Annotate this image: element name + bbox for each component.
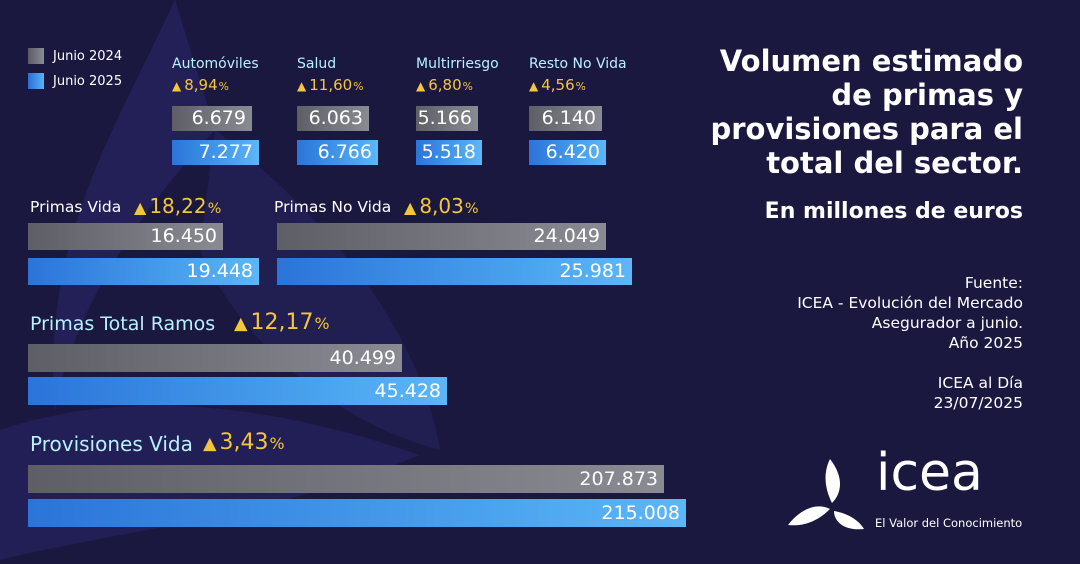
legend-label-2025: Junio 2025 [53, 73, 123, 89]
bar-primas-vida-2024: 16.450 [28, 223, 223, 250]
icea-logo-icon [788, 459, 864, 530]
percent-sign: % [314, 314, 330, 333]
growth-value: 12,17 [250, 310, 314, 335]
bar-automoviles-2024: 6.679 [172, 106, 252, 131]
data-label-automoviles-2025: 7.277 [198, 141, 253, 163]
percent-sign: % [269, 434, 285, 453]
bar-multirriesgo-2024: 5.166 [416, 106, 478, 131]
data-label-resto-no-vida-2024: 6.140 [541, 107, 596, 129]
source-line-3: Asegurador a junio. [871, 314, 1023, 332]
legend-swatch-2024 [28, 48, 44, 64]
data-label-primas-vida-2025: 19.448 [186, 260, 253, 282]
bar-resto-no-vida-2024: 6.140 [529, 106, 602, 131]
percent-sign: % [353, 80, 364, 93]
source-line-7: 23/07/2025 [933, 394, 1023, 412]
icea-logo: icea El Valor del Conocimiento [786, 443, 1046, 535]
source-note: Fuente: ICEA - Evolución del Mercado Ase… [723, 273, 1023, 413]
growth-value: 6,80 [428, 76, 462, 94]
bar-salud-2025: 6.766 [297, 140, 378, 165]
logo-wordmark: icea [876, 443, 983, 503]
category-label-provisiones-vida: Provisiones Vida [30, 432, 193, 456]
source-line-6: ICEA al Día [937, 374, 1023, 392]
data-label-primas-vida-2024: 16.450 [150, 225, 217, 247]
bar-provisiones-vida-2024: 207.873 [28, 465, 664, 493]
bar-resto-no-vida-2025: 6.420 [529, 140, 606, 165]
up-triangle-icon: ▲ [404, 198, 417, 217]
growth-value: 18,22 [149, 194, 207, 218]
source-line-2: ICEA - Evolución del Mercado [797, 294, 1023, 312]
category-label-multirriesgo: Multirriesgo [416, 56, 499, 72]
category-label-resto-no-vida: Resto No Vida [529, 56, 627, 72]
legend-item-2025: Junio 2025 [28, 73, 122, 89]
percent-sign: % [218, 80, 229, 93]
title-line-3: provisiones para el [710, 112, 1023, 146]
percent-sign: % [464, 201, 479, 217]
legend-swatch-2025 [28, 73, 44, 89]
title-line-2: de primas y [831, 78, 1023, 112]
data-label-multirriesgo-2024: 5.166 [417, 107, 472, 129]
growth-primas-total-ramos: ▲ 12,17% [234, 310, 330, 335]
chart-title: Volumen estimado de primas y provisiones… [663, 44, 1023, 180]
bar-automoviles-2025: 7.277 [172, 140, 259, 165]
title-line-1: Volumen estimado [719, 44, 1023, 78]
growth-resto-no-vida: ▲ 4,56% [529, 76, 586, 94]
legend-item-2024: Junio 2024 [28, 48, 122, 64]
growth-salud: ▲ 11,60% [297, 76, 363, 94]
data-label-provisiones-vida-2025: 215.008 [601, 502, 680, 524]
bar-provisiones-vida-2025: 215.008 [28, 499, 686, 527]
chart-subtitle: En millones de euros [764, 199, 1023, 224]
legend-label-2024: Junio 2024 [53, 48, 123, 64]
bar-primas-no-vida-2024: 24.049 [277, 223, 606, 250]
bar-primas-no-vida-2025: 25.981 [277, 258, 632, 285]
growth-value: 8,94 [184, 76, 218, 94]
data-label-primas-no-vida-2024: 24.049 [533, 225, 600, 247]
title-line-4: total del sector. [766, 146, 1023, 180]
source-line-1: Fuente: [964, 274, 1023, 292]
up-triangle-icon: ▲ [416, 79, 426, 93]
up-triangle-icon: ▲ [203, 434, 217, 454]
bar-primas-vida-2025: 19.448 [28, 258, 259, 285]
growth-provisiones-vida: ▲ 3,43% [203, 430, 285, 455]
growth-value: 3,43 [219, 430, 269, 455]
up-triangle-icon: ▲ [234, 314, 248, 334]
growth-value: 4,56 [541, 76, 575, 94]
data-label-provisiones-vida-2024: 207.873 [579, 468, 658, 490]
logo-tagline: El Valor del Conocimiento [875, 516, 1023, 530]
up-triangle-icon: ▲ [172, 79, 182, 93]
data-label-salud-2024: 6.063 [308, 107, 363, 129]
category-label-salud: Salud [297, 56, 337, 72]
growth-value: 8,03 [419, 194, 464, 218]
data-label-automoviles-2024: 6.679 [191, 107, 246, 129]
up-triangle-icon: ▲ [297, 79, 307, 93]
data-label-salud-2025: 6.766 [317, 141, 372, 163]
bar-salud-2024: 6.063 [297, 106, 369, 131]
growth-primas-vida: ▲ 18,22% [134, 194, 221, 218]
percent-sign: % [462, 80, 473, 93]
up-triangle-icon: ▲ [134, 198, 147, 217]
percent-sign: % [207, 201, 222, 217]
growth-value: 11,60 [309, 76, 353, 94]
up-triangle-icon: ▲ [529, 79, 539, 93]
growth-multirriesgo: ▲ 6,80% [416, 76, 473, 94]
data-label-multirriesgo-2025: 5.518 [421, 141, 476, 163]
percent-sign: % [575, 80, 586, 93]
data-label-primas-no-vida-2025: 25.981 [559, 260, 626, 282]
bar-primas-total-ramos-2025: 45.428 [28, 377, 447, 405]
category-label-primas-vida: Primas Vida [30, 198, 122, 216]
growth-automoviles: ▲ 8,94% [172, 76, 229, 94]
category-label-primas-total-ramos: Primas Total Ramos [30, 313, 216, 335]
data-label-primas-total-ramos-2025: 45.428 [374, 380, 441, 402]
data-label-resto-no-vida-2025: 6.420 [545, 141, 600, 163]
source-line-4: Año 2025 [948, 334, 1023, 352]
data-label-primas-total-ramos-2024: 40.499 [329, 347, 396, 369]
growth-primas-no-vida: ▲ 8,03% [404, 194, 479, 218]
source-spacer [723, 353, 1023, 373]
category-label-primas-no-vida: Primas No Vida [274, 198, 392, 216]
category-label-automoviles: Automóviles [172, 56, 259, 72]
bar-primas-total-ramos-2024: 40.499 [28, 344, 402, 372]
bar-multirriesgo-2025: 5.518 [416, 140, 482, 165]
